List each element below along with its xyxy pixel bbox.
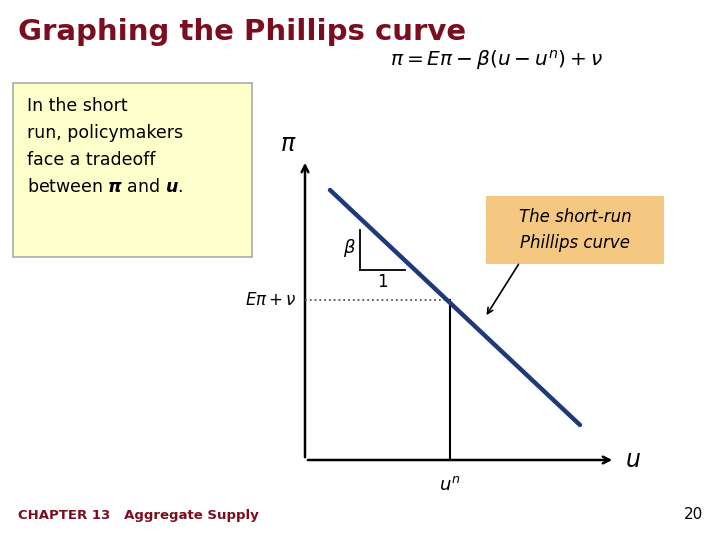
Text: $\beta$: $\beta$	[343, 237, 356, 259]
FancyBboxPatch shape	[13, 83, 252, 257]
Text: 20: 20	[684, 507, 703, 522]
Text: $\pi$: $\pi$	[281, 132, 297, 156]
Text: The short-run
Phillips curve: The short-run Phillips curve	[518, 208, 631, 252]
Text: $u^n$: $u^n$	[439, 476, 461, 494]
Text: CHAPTER 13   Aggregate Supply: CHAPTER 13 Aggregate Supply	[18, 509, 258, 522]
Text: $\pi = E\pi - \beta(u - u^n) + \nu$: $\pi = E\pi - \beta(u - u^n) + \nu$	[390, 48, 603, 72]
Text: In the short
run, policymakers
face a tradeoff
between $\boldsymbol{\pi}$ and $\: In the short run, policymakers face a tr…	[27, 97, 183, 197]
Text: $u$: $u$	[625, 448, 641, 472]
Text: $E\pi + \nu$: $E\pi + \nu$	[246, 291, 297, 309]
Text: Graphing the Phillips curve: Graphing the Phillips curve	[18, 18, 466, 46]
FancyBboxPatch shape	[486, 196, 664, 264]
Text: $1$: $1$	[377, 273, 388, 291]
